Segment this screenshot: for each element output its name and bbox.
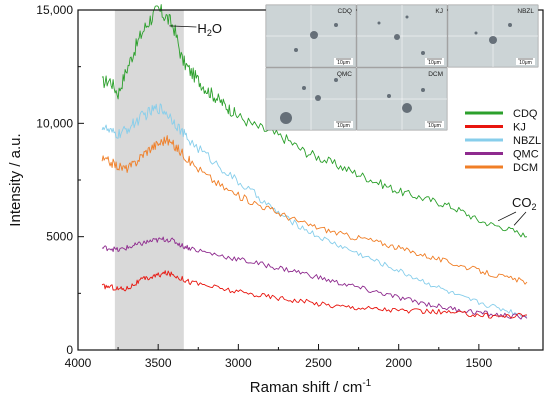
x-axis-title-main: Raman shift / cm [250,379,363,396]
y-tick-label: 0 [66,343,73,357]
scale-bar-box [516,58,535,65]
scale-bar-label: 10μm [428,123,441,129]
inset-image-cdq: CDQ 10μm [265,4,357,68]
h2o-sub: 2 [207,28,212,38]
scale-bar-label: 10μm [519,60,532,66]
legend-label-nbzl: NBZL [513,135,541,147]
x-tick-label: 3000 [225,356,252,370]
scale-bar-box [425,58,444,65]
inset-image-nbzl: NBZL 10μm [447,4,539,68]
series-line-qmc [101,236,528,320]
legend-label-kj: KJ [513,122,526,134]
x-tick-label: 2000 [385,356,412,370]
inclusion-spot [334,78,338,82]
inclusion-spot [405,15,409,19]
h2o-after: O [212,21,222,36]
inclusion-spot [377,21,381,25]
inclusion-spot [508,23,512,27]
y-axis-title: Intensity / a.u. [7,133,24,226]
inclusion-spot [387,94,391,98]
y-tick-label: 15,000 [36,3,73,17]
scale-bar-label: 10μm [337,123,350,129]
series-line-cdq [101,4,528,238]
x-axis-title-sup: -1 [362,378,371,389]
inset-image-kj: KJ 10μm [356,4,448,68]
inset-label: CDQ [338,8,352,15]
inclusion-spot [402,103,412,113]
shaded-band-layer [114,10,184,350]
h2o-annotation: H2O [197,21,222,38]
inset-label: NBZL [517,8,534,15]
shaded-band-h2o [114,10,184,350]
tick-layer: 4000 3500 3000 2500 2000 1500 0 5000 10,000 15,00… [36,3,520,370]
y-tick-label: 5000 [46,230,73,244]
series-layer [101,4,528,320]
inclusion-spot [294,48,298,52]
h2o-main: H [197,21,206,36]
scale-bar-box [334,121,353,128]
y-tick-label: 10,000 [36,116,73,130]
inset-label: QMC [337,71,352,78]
legend-label-dcm: DCM [513,162,538,174]
inset-label: DCM [428,71,443,78]
series-line-nbzl [101,103,528,318]
scale-bar-label: 10μm [428,60,441,66]
x-tick-label: 1500 [466,356,493,370]
scale-bar-box [334,58,353,65]
series-line-kj [101,270,528,319]
legend-label-cdq: CDQ [513,108,538,120]
inclusion-spot [421,51,425,55]
inclusion-spot [334,23,338,27]
legend-label-qmc: QMC [513,149,539,161]
inclusion-spot [489,36,497,44]
inset-image-qmc: QMC 10μm [265,67,357,131]
inset-label: KJ [435,8,443,15]
inclusion-spot [394,34,400,40]
co2-sub: 2 [532,202,537,212]
co2-main: CO [512,195,532,210]
inclusion-spot [474,31,478,35]
microscope-inset-panel: CDQ 10μm KJ 10μm NBZL 10μm QMC 10μm DCM 10μm [265,4,539,131]
x-tick-label: 2500 [305,356,332,370]
inclusion-spot [315,95,321,101]
x-axis-title: Raman shift / cm-1 [250,378,372,396]
x-tick-label: 3500 [145,356,172,370]
inset-image-dcm: DCM 10μm [356,67,448,131]
series-line-dcm [101,135,528,285]
scale-bar-label: 10μm [337,60,350,66]
co2-leader-lines [497,211,527,226]
x-tick-label: 4000 [65,356,92,370]
inclusion-spot [280,112,292,124]
scale-bar-box [425,121,444,128]
inclusion-spot [302,86,306,90]
co2-annotation: CO2 [512,195,537,212]
h2o-leader-line [169,25,197,28]
inclusion-spot [310,31,318,39]
inclusion-spot [421,88,425,92]
